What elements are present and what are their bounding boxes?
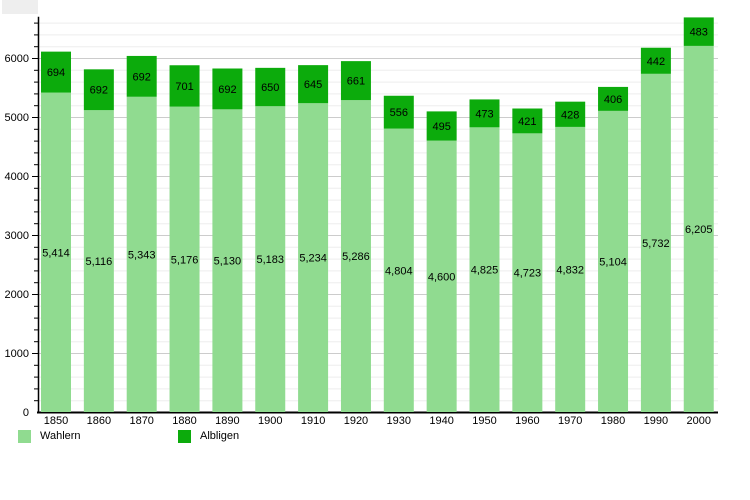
value-label-albligen-1930: 556 xyxy=(390,107,408,119)
top-left-gray-box xyxy=(2,0,38,14)
x-tick-label-1920: 1920 xyxy=(344,415,368,427)
bar-1920-wahlern xyxy=(340,100,371,412)
y-tick-label-4000: 4000 xyxy=(5,171,29,183)
value-label-albligen-1960: 421 xyxy=(518,116,536,128)
legend-item-albligen: Albligen xyxy=(178,428,239,444)
value-label-wahlern-1960: 4,723 xyxy=(514,268,542,280)
bar-1980-albligen xyxy=(598,86,629,111)
bar-1940-albligen xyxy=(426,111,457,141)
bar-1980-wahlern xyxy=(598,110,629,412)
bar-1970-albligen xyxy=(555,101,586,127)
value-label-wahlern-1870: 5,343 xyxy=(128,249,156,261)
bar-1900-albligen xyxy=(255,67,286,107)
value-label-wahlern-1990: 5,732 xyxy=(642,238,670,250)
bar-1990-albligen xyxy=(640,47,671,74)
value-label-albligen-1860: 692 xyxy=(90,85,108,97)
x-tick-label-1900: 1900 xyxy=(258,415,282,427)
value-label-albligen-1850: 694 xyxy=(47,67,65,79)
legend-label-wahlern: Wahlern xyxy=(40,429,81,442)
value-label-wahlern-1930: 4,804 xyxy=(385,265,413,277)
value-label-albligen-1920: 661 xyxy=(347,76,365,88)
y-tick-label-6000: 6000 xyxy=(5,53,29,65)
value-label-wahlern-1890: 5,130 xyxy=(214,256,242,268)
chart-legend: Wahlern Albligen xyxy=(0,428,750,448)
legend-label-albligen: Albligen xyxy=(200,429,240,442)
value-label-albligen-1980: 406 xyxy=(604,94,622,106)
bar-1880-albligen xyxy=(169,65,200,107)
value-label-albligen-2000: 483 xyxy=(690,27,708,39)
value-label-albligen-1880: 701 xyxy=(175,81,193,93)
x-tick-label-1890: 1890 xyxy=(215,415,239,427)
y-tick-label-5000: 5000 xyxy=(5,112,29,124)
bar-2000-wahlern xyxy=(683,45,714,412)
x-tick-label-1870: 1870 xyxy=(129,415,153,427)
x-tick-label-1950: 1950 xyxy=(472,415,496,427)
x-tick-label-1940: 1940 xyxy=(429,415,453,427)
x-tick-label-1860: 1860 xyxy=(87,415,111,427)
bar-1930-wahlern xyxy=(383,128,414,412)
value-label-wahlern-1920: 5,286 xyxy=(342,251,370,263)
bar-1950-albligen xyxy=(469,99,500,128)
bar-1850-albligen xyxy=(41,51,71,93)
x-tick-label-1970: 1970 xyxy=(558,415,582,427)
bar-1960-albligen xyxy=(512,108,543,134)
value-label-wahlern-1900: 5,183 xyxy=(256,254,284,266)
value-label-wahlern-1860: 5,116 xyxy=(85,256,112,268)
bar-1970-wahlern xyxy=(555,126,586,413)
value-label-albligen-1900: 650 xyxy=(261,82,279,94)
bar-1990-wahlern xyxy=(640,73,671,412)
y-tick-label-3000: 3000 xyxy=(5,230,29,242)
albligen-swatch-icon xyxy=(178,429,191,443)
value-label-albligen-1910: 645 xyxy=(304,79,322,91)
x-tick-label-1850: 1850 xyxy=(44,415,68,427)
value-label-albligen-1970: 428 xyxy=(561,109,579,121)
bar-1870-albligen xyxy=(126,55,157,97)
bar-1870-wahlern xyxy=(126,96,157,412)
value-label-albligen-1870: 692 xyxy=(133,71,151,83)
y-tick-label-2000: 2000 xyxy=(5,289,29,301)
value-label-wahlern-1980: 5,104 xyxy=(599,256,627,268)
x-tick-label-2000: 2000 xyxy=(687,415,711,427)
value-label-wahlern-1880: 5,176 xyxy=(171,254,199,266)
bar-1850-wahlern xyxy=(41,92,71,412)
bar-1910-wahlern xyxy=(298,103,329,412)
bar-1930-albligen xyxy=(383,95,414,129)
bar-1880-wahlern xyxy=(169,106,200,412)
legend-item-wahlern: Wahlern xyxy=(18,428,81,444)
bar-1960-wahlern xyxy=(512,133,543,412)
bar-1890-wahlern xyxy=(212,109,243,412)
bar-1860-albligen xyxy=(83,69,114,111)
y-tick-label-0: 0 xyxy=(23,407,29,419)
value-label-wahlern-1950: 4,825 xyxy=(471,265,499,277)
x-tick-label-1880: 1880 xyxy=(172,415,196,427)
wahlern-swatch-icon xyxy=(18,429,31,443)
y-tick-label-1000: 1000 xyxy=(5,348,29,360)
value-label-albligen-1940: 495 xyxy=(432,121,450,133)
value-label-wahlern-1850: 5,414 xyxy=(42,247,70,259)
value-label-albligen-1890: 692 xyxy=(218,84,236,96)
bar-1940-wahlern xyxy=(426,140,457,412)
value-label-albligen-1990: 442 xyxy=(647,56,665,68)
bar-1950-wahlern xyxy=(469,127,500,412)
population-bar-chart: 0 1000 2000 3000 4000 5000 6000 694 5,414 1850 692… xyxy=(5,16,718,427)
x-tick-label-1980: 1980 xyxy=(601,415,625,427)
value-label-wahlern-1940: 4,600 xyxy=(428,271,456,283)
bar-2000-albligen xyxy=(683,17,714,46)
x-tick-label-1930: 1930 xyxy=(387,415,411,427)
bar-1910-albligen xyxy=(298,65,329,104)
bar-1900-wahlern xyxy=(255,106,286,412)
value-label-albligen-1950: 473 xyxy=(475,108,493,120)
value-label-wahlern-1970: 4,832 xyxy=(556,264,584,276)
bar-1860-wahlern xyxy=(83,110,114,412)
bar-1920-albligen xyxy=(340,61,371,101)
x-tick-label-1990: 1990 xyxy=(644,415,668,427)
x-tick-label-1960: 1960 xyxy=(515,415,539,427)
value-label-wahlern-2000: 6,205 xyxy=(685,224,713,236)
bar-1890-albligen xyxy=(212,68,243,110)
value-label-wahlern-1910: 5,234 xyxy=(299,253,327,265)
x-tick-label-1910: 1910 xyxy=(301,415,325,427)
